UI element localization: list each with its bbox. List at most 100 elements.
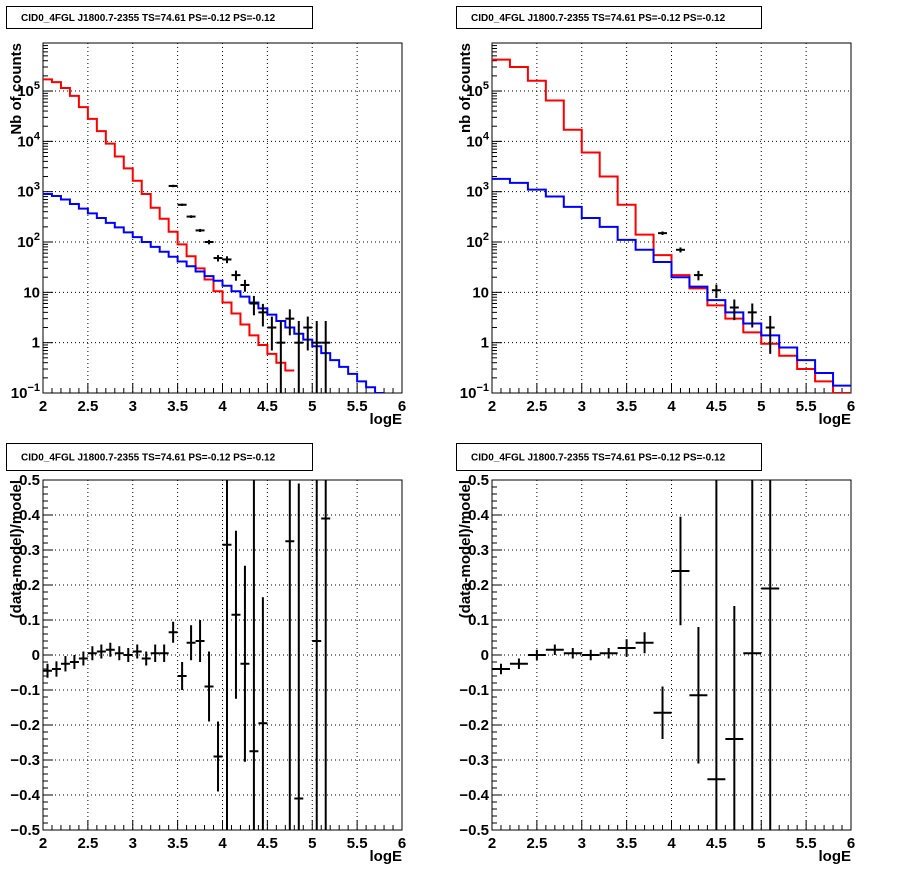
y-tick-label: −0.4 xyxy=(459,787,489,804)
y-tick-label: 10−1 xyxy=(460,382,489,402)
x-tick-label: 5 xyxy=(757,398,765,415)
x-tick-label: 3.5 xyxy=(616,398,637,415)
y-tick-label: 0 xyxy=(481,647,489,664)
plot-series xyxy=(492,58,851,393)
y-axis-label: nb of counts xyxy=(457,43,474,133)
y-tick-label: 1 xyxy=(32,335,40,352)
x-tick-label: 4 xyxy=(667,398,676,415)
x-tick-label: 5 xyxy=(308,835,316,852)
x-tick-label: 2.5 xyxy=(526,398,547,415)
x-tick-label: 3.5 xyxy=(167,398,188,415)
x-axis-label: logE xyxy=(370,848,403,865)
x-tick-label: 3 xyxy=(129,835,137,852)
x-tick-label: 5.5 xyxy=(347,398,368,415)
y-tick-label: 103 xyxy=(17,181,40,201)
y-tick-label: −0.2 xyxy=(10,717,40,734)
plot-title-box xyxy=(6,443,313,471)
x-tick-label: 5.5 xyxy=(347,835,368,852)
plot-frame xyxy=(42,479,403,831)
y-tick-label: −0.5 xyxy=(10,822,40,839)
x-tick-label: 5.5 xyxy=(796,398,817,415)
y-tick-label: 105 xyxy=(466,80,489,100)
plot-frame xyxy=(491,42,852,394)
y-axis-label: Nb of counts xyxy=(8,43,25,135)
y-axis-label: (data-model)/model xyxy=(8,480,25,618)
background-histogram xyxy=(43,192,385,393)
x-tick-label: 6 xyxy=(398,835,406,852)
plot-series xyxy=(43,78,385,393)
x-tick-label: 3.5 xyxy=(167,835,188,852)
y-tick-label: −0.2 xyxy=(459,717,489,734)
y-tick-label: 1 xyxy=(481,335,489,352)
x-tick-label: 4 xyxy=(667,835,676,852)
x-tick-label: 2 xyxy=(39,835,47,852)
plot-title: CID0_4FGL J1800.7-2355 TS=74.61 PS=-0.12… xyxy=(21,13,276,24)
x-tick-label: 2.5 xyxy=(77,398,98,415)
x-axis-label: logE xyxy=(819,411,852,428)
plot-title-box xyxy=(456,443,762,471)
y-tick-label: 0.1 xyxy=(19,612,40,629)
y-tick-label: 0 xyxy=(32,647,40,664)
plot-title: CID0_4FGL J1800.7-2355 TS=74.61 PS=-0.12… xyxy=(471,13,726,24)
plot-p1: 2 2.5 3 3.5 4 4.5 5 5.5 6 10−1 1 10 102 103 104 105 logE… xyxy=(6,6,406,428)
y-tick-label: 102 xyxy=(466,231,489,251)
plot-series xyxy=(43,480,331,830)
y-tick-label: −0.3 xyxy=(459,752,489,769)
y-axis-label: (data-model)/model xyxy=(457,480,474,618)
x-tick-label: 5 xyxy=(757,835,765,852)
plot-series xyxy=(492,480,780,830)
x-tick-label: 3 xyxy=(578,398,586,415)
y-tick-label: 0.5 xyxy=(468,472,489,489)
x-tick-label: 2.5 xyxy=(526,835,547,852)
y-tick-label: 0.4 xyxy=(19,507,41,524)
x-tick-label: 5.5 xyxy=(796,835,817,852)
y-tick-label: 10−1 xyxy=(11,382,40,402)
plot-title: CID0_4FGL J1800.7-2355 TS=74.61 PS=-0.12… xyxy=(21,453,276,464)
x-tick-label: 3 xyxy=(129,398,137,415)
x-tick-label: 4.5 xyxy=(257,835,278,852)
y-tick-label: 103 xyxy=(466,181,489,201)
x-tick-label: 6 xyxy=(398,398,406,415)
background-histogram xyxy=(492,177,851,387)
y-tick-label: 0.3 xyxy=(19,542,40,559)
x-tick-label: 4.5 xyxy=(257,398,278,415)
x-tick-label: 4.5 xyxy=(706,835,727,852)
y-tick-label: −0.3 xyxy=(10,752,40,769)
y-tick-label: 10 xyxy=(23,284,40,301)
x-tick-label: 2 xyxy=(39,398,47,415)
x-axis-label: logE xyxy=(370,411,403,428)
x-tick-label: 4.5 xyxy=(706,398,727,415)
plot-p4: 2 2.5 3 3.5 4 4.5 5 5.5 6 −0.5 −0.4 −0.3 −0.2 −0.1 0 0.… xyxy=(456,443,855,865)
x-tick-label: 2.5 xyxy=(77,835,98,852)
x-tick-label: 6 xyxy=(847,398,855,415)
plot-frame xyxy=(491,479,852,831)
x-tick-label: 3 xyxy=(578,835,586,852)
x-tick-label: 4 xyxy=(218,835,227,852)
y-tick-label: −0.4 xyxy=(10,787,40,804)
x-tick-label: 3.5 xyxy=(616,835,637,852)
plot-p3: 2 2.5 3 3.5 4 4.5 5 5.5 6 −0.5 −0.4 −0.3 −0.2 −0.1 0 0.… xyxy=(6,443,406,865)
y-tick-label: 104 xyxy=(17,130,41,150)
y-tick-label: 0.5 xyxy=(19,472,40,489)
y-tick-label: 0.2 xyxy=(468,577,489,594)
y-tick-label: 0.2 xyxy=(19,577,40,594)
model-histogram xyxy=(492,58,851,393)
y-tick-label: 104 xyxy=(466,130,490,150)
x-tick-label: 4 xyxy=(218,398,227,415)
x-axis-label: logE xyxy=(819,848,852,865)
x-tick-label: 2 xyxy=(488,835,496,852)
x-tick-label: 2 xyxy=(488,398,496,415)
plot-title-box xyxy=(6,6,313,29)
plot-frame xyxy=(42,42,403,394)
y-tick-label: 105 xyxy=(17,80,40,100)
plot-title-box xyxy=(456,6,762,29)
x-tick-label: 6 xyxy=(847,835,855,852)
y-tick-label: 0.1 xyxy=(468,612,489,629)
y-tick-label: −0.5 xyxy=(459,822,489,839)
y-tick-label: 102 xyxy=(17,231,40,251)
y-tick-label: 0.3 xyxy=(468,542,489,559)
model-histogram xyxy=(43,78,295,372)
y-tick-label: 10 xyxy=(472,284,489,301)
